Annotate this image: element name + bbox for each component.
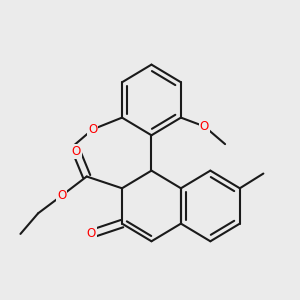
Text: O: O — [200, 120, 209, 133]
Text: O: O — [72, 145, 81, 158]
Text: O: O — [88, 123, 97, 136]
Text: O: O — [57, 189, 66, 202]
Text: O: O — [86, 227, 96, 240]
